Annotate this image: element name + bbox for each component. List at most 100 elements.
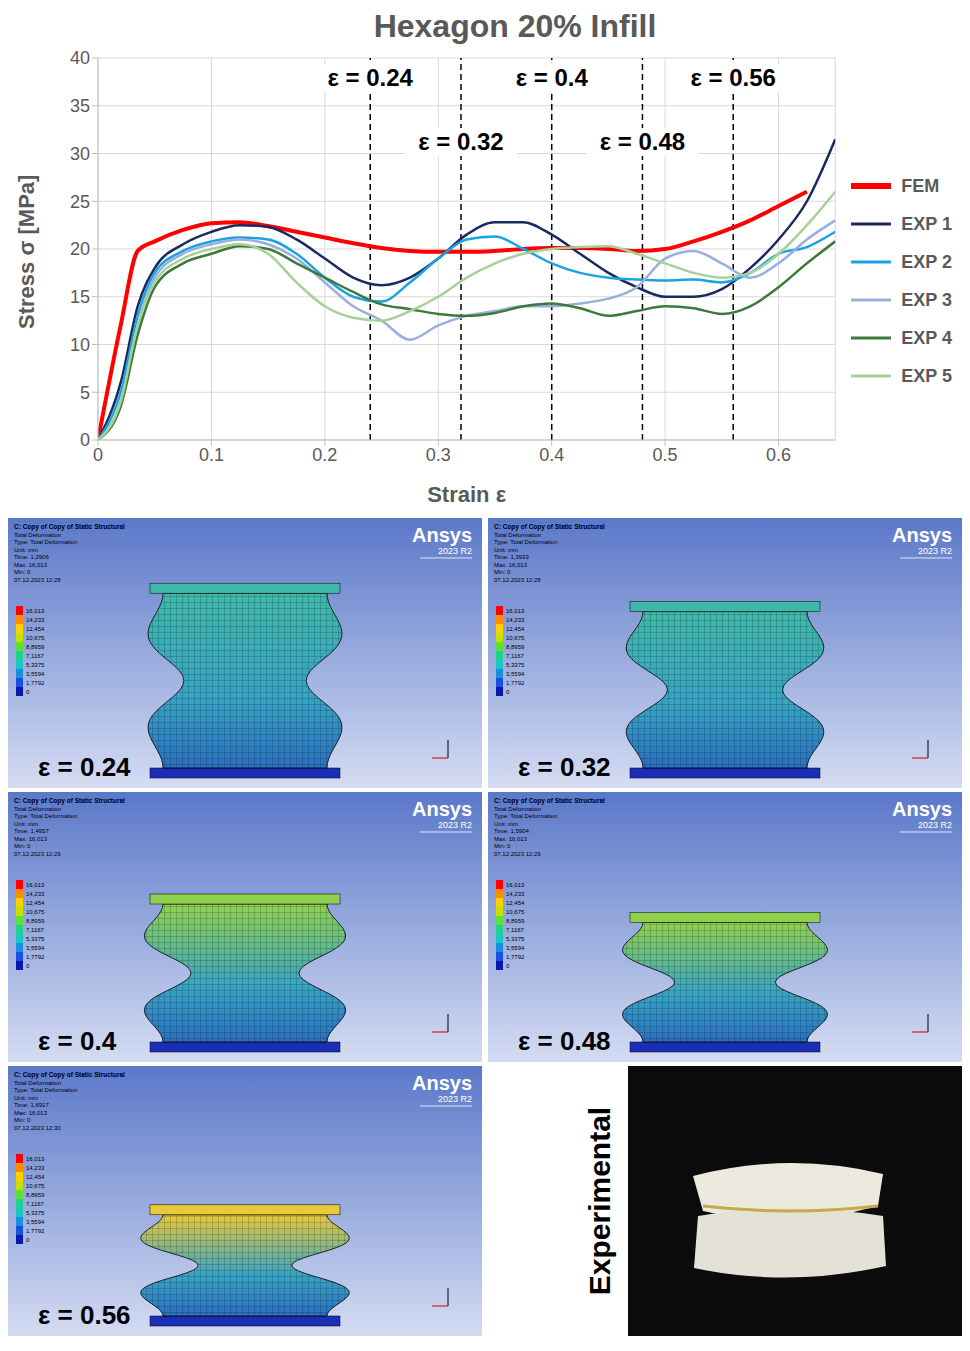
svg-text:3,5594: 3,5594 xyxy=(26,945,45,951)
svg-text:5,3375: 5,3375 xyxy=(26,936,45,942)
svg-text:1,7792: 1,7792 xyxy=(26,680,45,686)
svg-text:ε = 0.24: ε = 0.24 xyxy=(328,64,414,91)
svg-text:Total Deformation: Total Deformation xyxy=(494,806,541,812)
svg-text:07.12.2023 12:28: 07.12.2023 12:28 xyxy=(14,577,61,583)
svg-text:8,8959: 8,8959 xyxy=(506,644,525,650)
svg-text:1,7792: 1,7792 xyxy=(26,954,45,960)
svg-text:10,675: 10,675 xyxy=(26,909,45,915)
svg-text:Total Deformation: Total Deformation xyxy=(14,532,61,538)
svg-text:Stress σ [MPa]: Stress σ [MPa] xyxy=(14,175,39,329)
svg-text:10,675: 10,675 xyxy=(26,1183,45,1189)
svg-text:Time: 1,6917: Time: 1,6917 xyxy=(14,1102,49,1108)
svg-text:8,8959: 8,8959 xyxy=(26,918,45,924)
svg-text:Type: Total Deformation: Type: Total Deformation xyxy=(14,539,77,545)
svg-text:16,013: 16,013 xyxy=(26,882,45,888)
svg-text:0.2: 0.2 xyxy=(312,445,337,465)
svg-text:12,454: 12,454 xyxy=(26,1174,45,1180)
svg-text:0: 0 xyxy=(26,963,30,969)
svg-text:Ansys: Ansys xyxy=(412,524,472,546)
svg-text:Type: Total Deformation: Type: Total Deformation xyxy=(494,813,557,819)
svg-text:ε = 0.4: ε = 0.4 xyxy=(516,64,589,91)
svg-text:07.12.2023 12:30: 07.12.2023 12:30 xyxy=(14,1125,61,1131)
svg-text:7,1167: 7,1167 xyxy=(26,653,45,659)
svg-text:12,454: 12,454 xyxy=(26,900,45,906)
svg-text:10,675: 10,675 xyxy=(506,635,525,641)
svg-text:16,013: 16,013 xyxy=(26,608,45,614)
svg-text:3,5594: 3,5594 xyxy=(26,1219,45,1225)
svg-text:C: Copy of Copy of Static Stru: C: Copy of Copy of Static Structural xyxy=(14,523,125,531)
svg-text:5: 5 xyxy=(80,383,90,403)
svg-text:07.12.2023 12:29: 07.12.2023 12:29 xyxy=(494,851,541,857)
svg-text:8,8959: 8,8959 xyxy=(26,1192,45,1198)
svg-text:Type: Total Deformation: Type: Total Deformation xyxy=(494,539,557,545)
svg-text:ε = 0.24: ε = 0.24 xyxy=(38,752,131,782)
svg-text:2023 R2: 2023 R2 xyxy=(918,546,952,556)
svg-text:5,3375: 5,3375 xyxy=(26,662,45,668)
svg-text:Ansys: Ansys xyxy=(892,798,952,820)
svg-text:Max: 16,013: Max: 16,013 xyxy=(14,1110,48,1116)
svg-text:Unit: mm: Unit: mm xyxy=(14,547,38,553)
svg-text:Total Deformation: Total Deformation xyxy=(14,1080,61,1086)
svg-text:Time: 1,3933: Time: 1,3933 xyxy=(494,554,529,560)
svg-text:2023 R2: 2023 R2 xyxy=(438,1094,472,1104)
svg-text:15: 15 xyxy=(70,287,90,307)
svg-text:Unit: mm: Unit: mm xyxy=(14,1095,38,1101)
svg-text:40: 40 xyxy=(70,48,90,68)
svg-text:Unit: mm: Unit: mm xyxy=(14,821,38,827)
svg-text:0: 0 xyxy=(26,689,30,695)
svg-text:Ansys: Ansys xyxy=(412,798,472,820)
svg-text:14,233: 14,233 xyxy=(506,617,525,623)
svg-text:ε = 0.32: ε = 0.32 xyxy=(518,752,611,782)
svg-text:Experimental: Experimental xyxy=(583,1107,616,1295)
svg-text:1,7792: 1,7792 xyxy=(26,1228,45,1234)
svg-text:5,3375: 5,3375 xyxy=(506,936,525,942)
svg-text:1,7792: 1,7792 xyxy=(506,680,525,686)
svg-text:16,013: 16,013 xyxy=(26,1156,45,1162)
svg-text:20: 20 xyxy=(70,239,90,259)
svg-text:12,454: 12,454 xyxy=(506,900,525,906)
svg-text:Type: Total Deformation: Type: Total Deformation xyxy=(14,1087,77,1093)
svg-text:7,1167: 7,1167 xyxy=(26,927,45,933)
svg-text:3,5594: 3,5594 xyxy=(506,945,525,951)
svg-text:Unit: mm: Unit: mm xyxy=(494,821,518,827)
svg-text:Min: 0: Min: 0 xyxy=(14,569,31,575)
svg-text:14,233: 14,233 xyxy=(26,1165,45,1171)
svg-text:Total Deformation: Total Deformation xyxy=(494,532,541,538)
svg-text:7,1167: 7,1167 xyxy=(506,653,525,659)
svg-text:Total Deformation: Total Deformation xyxy=(14,806,61,812)
svg-text:2023 R2: 2023 R2 xyxy=(438,546,472,556)
svg-text:1,7792: 1,7792 xyxy=(506,954,525,960)
svg-text:ε = 0.32: ε = 0.32 xyxy=(418,128,503,155)
svg-text:Max: 16,013: Max: 16,013 xyxy=(14,562,48,568)
svg-text:25: 25 xyxy=(70,192,90,212)
svg-text:ε = 0.48: ε = 0.48 xyxy=(600,128,685,155)
svg-text:Unit: mm: Unit: mm xyxy=(494,547,518,553)
svg-text:14,233: 14,233 xyxy=(506,891,525,897)
svg-text:ε = 0.48: ε = 0.48 xyxy=(518,1026,611,1056)
svg-text:C: Copy of Copy of Static Stru: C: Copy of Copy of Static Structural xyxy=(494,797,605,805)
svg-text:Time: 1,5904: Time: 1,5904 xyxy=(494,828,529,834)
svg-text:35: 35 xyxy=(70,96,90,116)
svg-text:8,8959: 8,8959 xyxy=(506,918,525,924)
svg-text:12,454: 12,454 xyxy=(506,626,525,632)
svg-text:0.6: 0.6 xyxy=(766,445,791,465)
svg-text:C: Copy of Copy of Static Stru: C: Copy of Copy of Static Structural xyxy=(14,1071,125,1079)
svg-text:Time: 1,2906: Time: 1,2906 xyxy=(14,554,49,560)
svg-text:Time: 1,4957: Time: 1,4957 xyxy=(14,828,49,834)
svg-text:2023 R2: 2023 R2 xyxy=(438,820,472,830)
svg-text:10,675: 10,675 xyxy=(26,635,45,641)
svg-text:07.12.2023 12:28: 07.12.2023 12:28 xyxy=(494,577,541,583)
svg-text:ε = 0.56: ε = 0.56 xyxy=(38,1300,131,1330)
svg-text:07.12.2023 12:29: 07.12.2023 12:29 xyxy=(14,851,61,857)
svg-text:ε = 0.4: ε = 0.4 xyxy=(38,1026,117,1056)
svg-text:2023 R2: 2023 R2 xyxy=(918,820,952,830)
svg-text:Max: 16,013: Max: 16,013 xyxy=(14,836,48,842)
svg-text:16,013: 16,013 xyxy=(506,608,525,614)
svg-text:0.5: 0.5 xyxy=(653,445,678,465)
svg-text:Min: 0: Min: 0 xyxy=(494,843,511,849)
svg-text:3,5594: 3,5594 xyxy=(506,671,525,677)
svg-text:Min: 0: Min: 0 xyxy=(14,1117,31,1123)
svg-text:16,013: 16,013 xyxy=(506,882,525,888)
svg-text:Min: 0: Min: 0 xyxy=(14,843,31,849)
svg-text:14,233: 14,233 xyxy=(26,617,45,623)
